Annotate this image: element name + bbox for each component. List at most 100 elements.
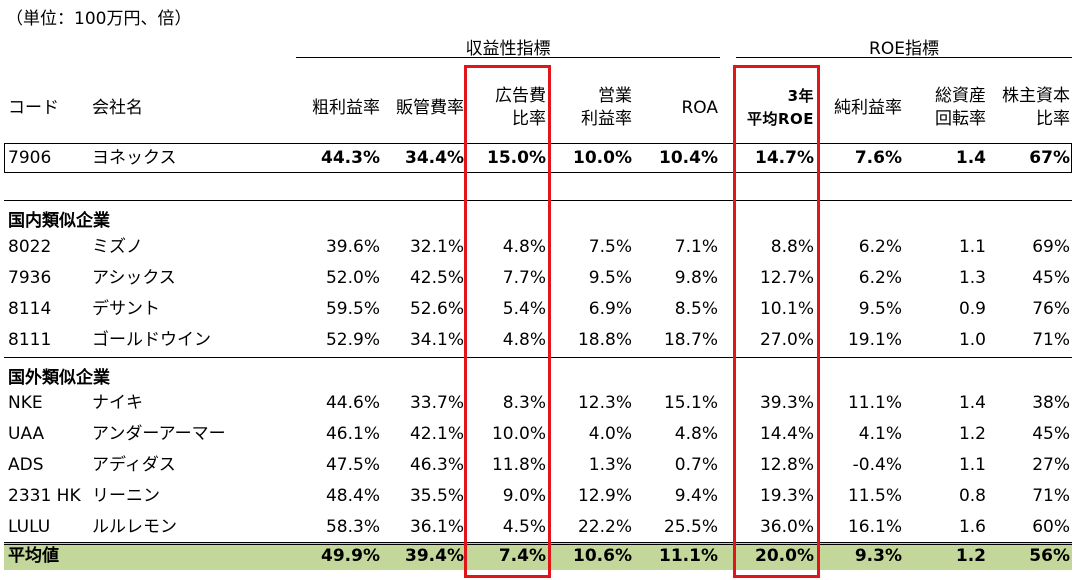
domestic-cell-roa: 7.1% [674,237,718,257]
header-ad-ratio: 広告費 比率 [466,85,546,131]
domestic-cell-net: 19.1% [847,330,902,350]
domestic-cell-sga: 42.5% [409,268,464,288]
foreign-cell-turn: 1.6 [958,517,986,537]
domestic-cell-sga: 52.6% [409,299,464,319]
average-gross: 49.9% [321,546,380,566]
foreign-cell-gross: 46.1% [325,424,380,444]
foreign-cell-equity: 38% [1032,393,1070,413]
foreign-cell-gross: 58.3% [325,517,380,537]
domestic-cell-code: 8111 [8,330,52,350]
group-profitability: 収益性指標 [465,39,551,59]
foreign-cell-name: アディダス [92,455,176,475]
foreign-cell-ad: 8.3% [502,393,546,413]
foreign-cell-name: リーニン [92,486,160,506]
average-net: 9.3% [854,546,902,566]
domestic-cell-ad: 4.8% [502,330,546,350]
target-roa: 10.4% [659,148,718,168]
foreign-cell-net: 11.1% [847,393,902,413]
domestic-cell-ad: 7.7% [502,268,546,288]
foreign-cell-gross: 44.6% [325,393,380,413]
foreign-cell-code: LULU [8,517,51,537]
average-turn: 1.2 [955,546,986,566]
foreign-cell-sga: 46.3% [409,455,464,475]
domestic-cell-op: 18.8% [577,330,632,350]
domestic-company-row: 7936 アシックス 52.0% 42.5% 7.7% 9.5% 9.8% 12.7% 6.2%… [0,263,1075,294]
domestic-cell-gross: 59.5% [325,299,380,319]
group-profitability-line [296,57,720,58]
header-net-margin: 純利益率 [834,98,902,118]
foreign-cell-roe3: 14.4% [759,424,814,444]
target-net: 7.6% [854,148,902,168]
group-roe-line [736,57,1072,58]
highlight-avg-roe-column [733,65,820,578]
foreign-cell-roe3: 19.3% [759,486,814,506]
foreign-cell-sga: 35.5% [409,486,464,506]
domestic-cell-op: 9.5% [588,268,632,288]
foreign-cell-sga: 33.7% [409,393,464,413]
header-avg-roe: 3年 平均ROE [736,85,814,131]
foreign-cell-roa: 4.8% [674,424,718,444]
domestic-cell-equity: 69% [1032,237,1070,257]
header-equity-ratio-line2: 比率 [1036,109,1070,129]
foreign-cell-code: 2331 HK [8,486,81,506]
domestic-cell-sga: 32.1% [409,237,464,257]
unit-note: （単位：100万円、倍） [6,9,192,29]
header-asset-turnover-line2: 回転率 [935,109,986,129]
section-domestic: 国内類似企業 [8,211,110,231]
foreign-company-row: NKE ナイキ 44.6% 33.7% 8.3% 12.3% 15.1% 39.3% 11.1%… [0,388,1075,419]
foreign-cell-sga: 42.1% [409,424,464,444]
foreign-cell-code: ADS [8,455,44,475]
average-roa: 11.1% [659,546,718,566]
domestic-cell-net: 6.2% [858,237,902,257]
foreign-cell-sga: 36.1% [409,517,464,537]
domestic-cell-roa: 9.8% [674,268,718,288]
domestic-cell-turn: 0.9 [958,299,986,319]
foreign-cell-roe3: 12.8% [759,455,814,475]
foreign-cell-equity: 45% [1032,424,1070,444]
foreign-cell-op: 1.3% [588,455,632,475]
domestic-cell-code: 7936 [8,268,52,288]
foreign-cell-roa: 0.7% [674,455,718,475]
domestic-cell-roe3: 10.1% [759,299,814,319]
domestic-cell-gross: 52.9% [325,330,380,350]
header-op-margin: 営業 利益率 [552,85,632,131]
foreign-company-row: 2331 HK リーニン 48.4% 35.5% 9.0% 12.9% 9.4% 19.3% 1… [0,481,1075,512]
foreign-company-row: UAA アンダーアーマー 46.1% 42.1% 10.0% 4.0% 4.8% 14.4% 4… [0,419,1075,450]
foreign-company-row: LULU ルルレモン 58.3% 36.1% 4.5% 22.2% 25.5% 36.0% 16… [0,512,1075,543]
foreign-cell-code: UAA [8,424,45,444]
foreign-cell-op: 12.9% [577,486,632,506]
foreign-cell-roe3: 36.0% [759,517,814,537]
foreign-cell-op: 22.2% [577,517,632,537]
foreign-cell-roe3: 39.3% [759,393,814,413]
highlight-ad-ratio-column [464,65,551,578]
domestic-cell-turn: 1.3 [958,268,986,288]
average-sga: 39.4% [405,546,464,566]
target-code: 7906 [8,148,52,168]
header-ad-ratio-line2: 比率 [512,109,546,129]
average-equity: 56% [1029,546,1070,566]
foreign-cell-op: 12.3% [577,393,632,413]
domestic-cell-roe3: 27.0% [759,330,814,350]
foreign-cell-ad: 4.5% [502,517,546,537]
domestic-cell-op: 6.9% [588,299,632,319]
domestic-cell-sga: 34.1% [409,330,464,350]
foreign-cell-ad: 10.0% [491,424,546,444]
target-equity: 67% [1029,148,1070,168]
foreign-cell-code: NKE [8,393,43,413]
domestic-cell-gross: 39.6% [325,237,380,257]
header-asset-turnover-line1: 総資産 [935,86,986,106]
foreign-cell-turn: 1.1 [958,455,986,475]
header-gross-margin: 粗利益率 [312,98,380,118]
domestic-cell-roa: 8.5% [674,299,718,319]
foreign-cell-roa: 9.4% [674,486,718,506]
average-row-bg [4,542,1072,570]
foreign-cell-equity: 60% [1032,517,1070,537]
foreign-company-row: ADS アディダス 47.5% 46.3% 11.8% 1.3% 0.7% 12.8% -0.4… [0,450,1075,481]
domestic-cell-ad: 5.4% [502,299,546,319]
domestic-cell-equity: 76% [1032,299,1070,319]
header-avg-roe-line2: 平均ROE [746,110,814,128]
section-foreign: 国外類似企業 [8,368,110,388]
header-asset-turnover: 総資産 回転率 [904,85,986,131]
domestic-cell-name: アシックス [92,268,176,288]
domestic-cell-ad: 4.8% [502,237,546,257]
